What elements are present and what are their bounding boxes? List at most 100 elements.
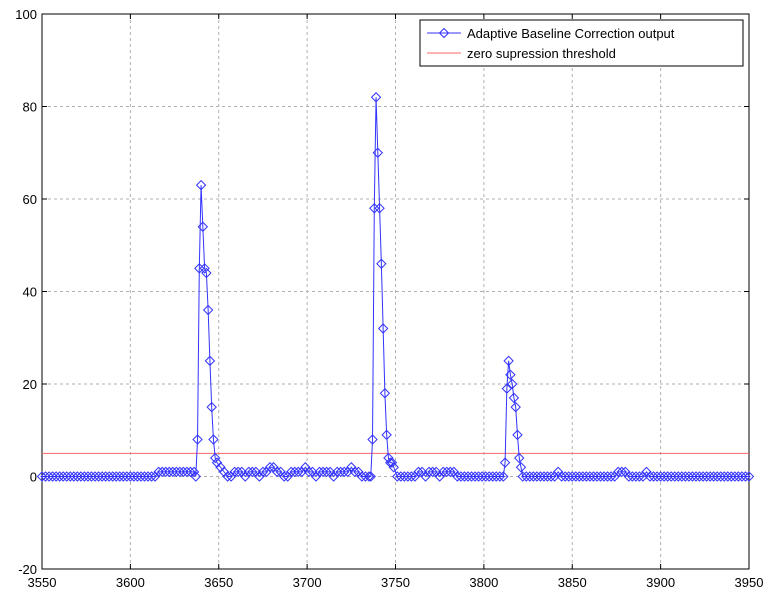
data-point-marker [612, 466, 624, 478]
data-point-marker [517, 471, 528, 482]
data-point-marker [476, 471, 488, 482]
y-tick-label: 0 [30, 470, 37, 485]
data-point-marker [740, 471, 751, 482]
data-point-marker [505, 369, 516, 380]
data-point-marker [79, 471, 90, 482]
data-point-marker [264, 462, 276, 473]
data-point-marker [363, 471, 375, 482]
data-point-marker [655, 471, 666, 482]
data-point-marker [204, 355, 216, 367]
data-point-marker [524, 471, 536, 482]
data-point-marker [160, 466, 171, 478]
data-point-marker [314, 466, 325, 478]
data-point-marker [733, 471, 744, 482]
data-point-marker [310, 471, 322, 482]
data-point-marker [286, 466, 297, 478]
data-point-marker [54, 471, 65, 482]
data-point-marker [232, 466, 244, 478]
data-point-marker [61, 471, 72, 482]
data-point-marker [595, 471, 606, 482]
legend-label-threshold: zero supression threshold [467, 46, 616, 61]
y-tick-labels: -20 0 20 40 60 80 100 [15, 7, 37, 577]
data-point-marker [40, 471, 51, 482]
x-tick-label: 3900 [646, 575, 675, 590]
data-point-marker [508, 392, 520, 404]
data-point-marker [514, 452, 525, 464]
data-point-marker [261, 466, 272, 478]
data-point-marker [250, 466, 262, 478]
data-point-marker [75, 471, 87, 482]
data-point-marker [257, 466, 269, 478]
x-tick-label: 3650 [204, 575, 233, 590]
data-point-marker [469, 471, 481, 482]
data-point-marker [174, 466, 186, 478]
data-point-marker [121, 471, 133, 482]
legend-label-baseline: Adaptive Baseline Correction output [467, 26, 675, 41]
data-point-marker [620, 466, 631, 478]
data-point-marker [634, 471, 645, 482]
data-point-marker [201, 267, 212, 279]
data-point-marker [736, 471, 748, 482]
data-point-marker [559, 471, 571, 482]
data-point-marker [199, 263, 210, 274]
baseline-line [42, 97, 749, 478]
data-point-marker [178, 466, 189, 478]
data-point-marker [545, 471, 557, 482]
data-point-marker [379, 388, 391, 399]
grid-lines [42, 14, 749, 569]
data-point-marker [743, 471, 755, 482]
data-point-marker [448, 466, 460, 478]
data-point-marker [96, 471, 108, 482]
data-point-marker [512, 429, 523, 441]
data-point-marker [722, 471, 733, 482]
x-tick-label: 3850 [558, 575, 587, 590]
data-point-marker [462, 471, 474, 482]
data-point-marker [225, 471, 237, 482]
data-point-marker [346, 462, 357, 473]
data-point-marker [36, 471, 48, 482]
data-point-marker [353, 466, 364, 478]
data-point-marker [676, 471, 688, 482]
data-point-marker [409, 471, 421, 482]
data-point-marker [455, 471, 467, 482]
data-point-marker [307, 466, 318, 478]
data-point-marker [240, 471, 251, 482]
data-point-marker [386, 457, 398, 468]
data-point-marker [694, 471, 705, 482]
data-point-marker [616, 466, 627, 478]
data-point-marker [697, 471, 709, 482]
data-point-marker [303, 466, 315, 478]
data-point-marker [641, 466, 652, 478]
data-point-marker [142, 471, 154, 482]
data-point-marker [289, 466, 300, 478]
data-point-marker [156, 466, 168, 478]
data-point-marker [192, 434, 203, 445]
y-tick-label: 80 [23, 100, 37, 115]
data-point-marker [666, 471, 677, 482]
data-point-marker [584, 471, 596, 482]
data-point-marker [729, 471, 741, 482]
data-point-marker [271, 466, 283, 478]
x-tick-label: 3750 [381, 575, 410, 590]
data-point-marker [247, 466, 258, 478]
data-point-marker [605, 471, 617, 482]
data-point-marker [381, 429, 392, 441]
data-point-marker [374, 203, 385, 214]
data-point-marker [602, 471, 613, 482]
data-point-marker [210, 452, 221, 464]
data-point-marker [416, 466, 428, 478]
legend: Adaptive Baseline Correction output zero… [419, 19, 744, 67]
x-tick-label: 3950 [735, 575, 764, 590]
data-point-marker [719, 471, 730, 482]
data-point-marker [538, 471, 550, 482]
data-point-marker [321, 466, 332, 478]
data-point-marker [552, 466, 564, 478]
y-tick-label: 100 [15, 7, 37, 22]
data-point-marker [335, 466, 346, 478]
data-point-marker [521, 471, 532, 482]
data-point-marker [107, 471, 118, 482]
data-point-marker [480, 471, 491, 482]
data-point-marker [644, 471, 656, 482]
y-tick-label: 60 [23, 192, 37, 207]
data-point-marker [637, 471, 649, 482]
